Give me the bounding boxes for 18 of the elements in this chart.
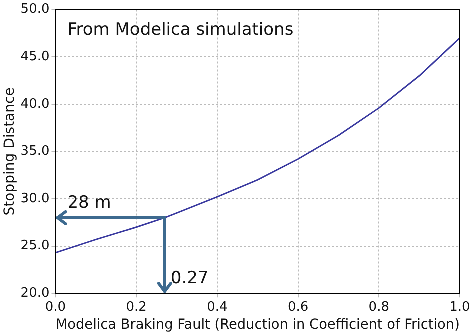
annotation: 28 m	[68, 192, 112, 213]
x-tick-label: 0.0	[45, 300, 66, 315]
x-tick-label: 1.0	[450, 300, 470, 315]
x-tick-label: 0.4	[207, 300, 228, 315]
y-tick-label: 50.0	[20, 2, 50, 18]
y-tick-label: 30.0	[20, 191, 50, 206]
y-tick-label: 45.0	[20, 49, 50, 64]
x-tick-label: 0.6	[288, 300, 309, 315]
y-tick-label: 40.0	[20, 96, 50, 112]
x-tick-label: 0.8	[368, 300, 390, 315]
y-tick-label: 35.0	[20, 144, 50, 160]
x-tick-label: 0.2	[126, 300, 147, 315]
y-axis-title: Stopping Distance	[2, 88, 18, 216]
annotation: 0.27	[170, 268, 209, 289]
x-axis-title: Modelica Braking Fault (Reduction in Coefficient of Friction)	[56, 317, 460, 334]
y-tick-label: 20.0	[20, 286, 50, 301]
annotation: From Modelica simulations	[68, 20, 294, 40]
y-tick-label: 25.0	[20, 238, 50, 254]
